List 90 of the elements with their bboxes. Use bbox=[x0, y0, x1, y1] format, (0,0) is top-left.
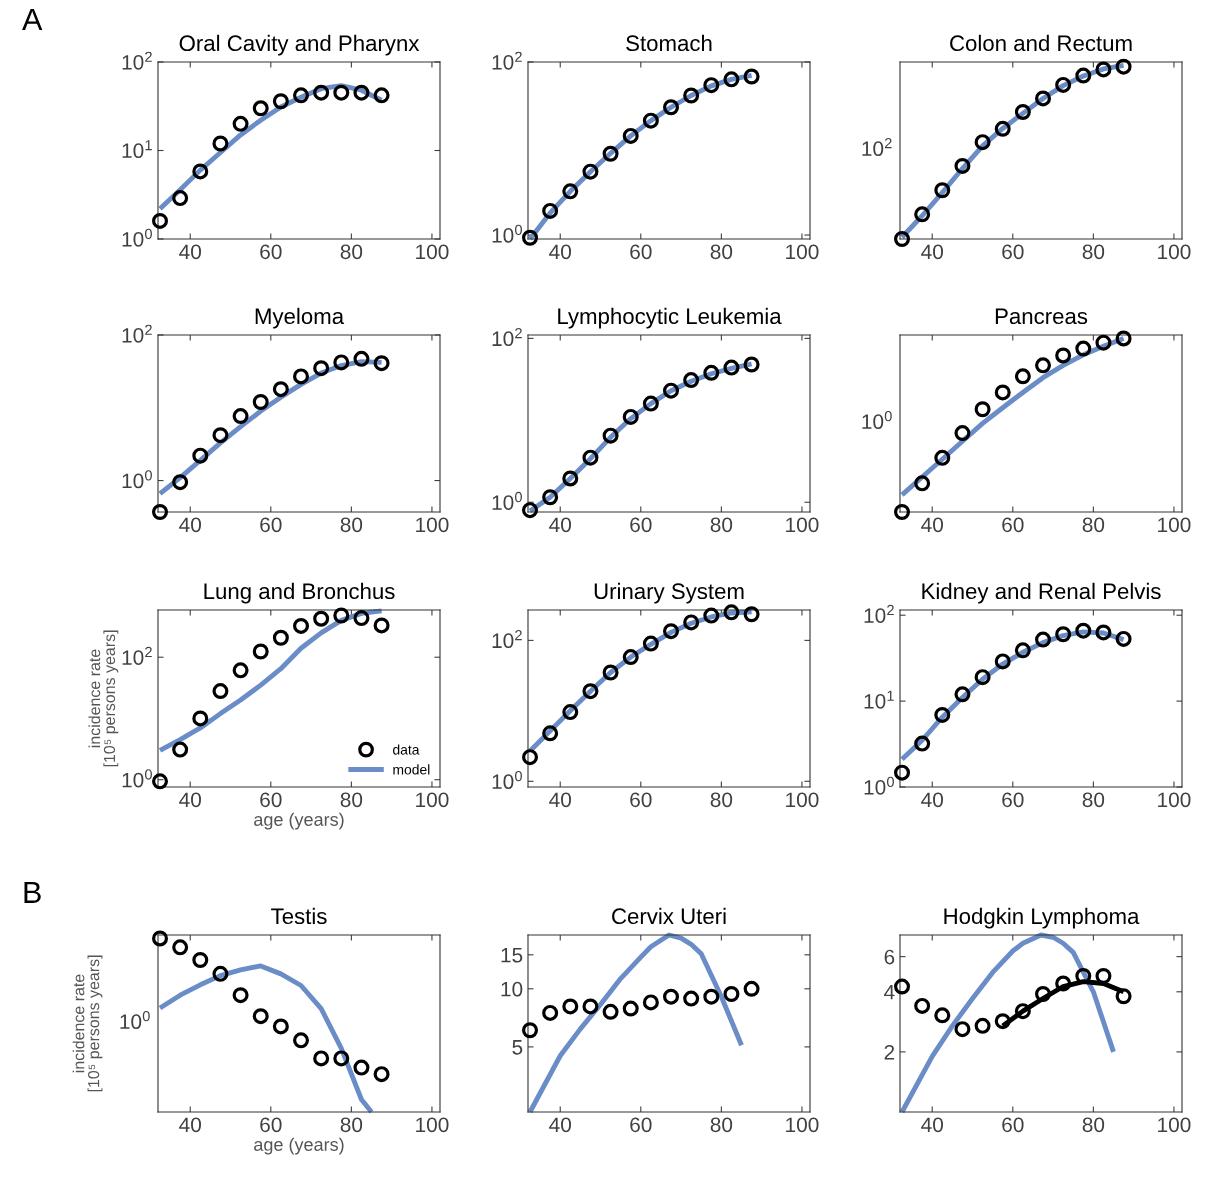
chart-title: Lymphocytic Leukemia bbox=[558, 307, 782, 329]
x-tick-label: 40 bbox=[179, 244, 201, 260]
x-tick-label: 40 bbox=[921, 517, 943, 533]
text: B bbox=[24, 881, 41, 903]
y-tick-label: 2 bbox=[884, 1044, 895, 1060]
chart-title: Stomach bbox=[626, 34, 712, 52]
legend-label: model bbox=[393, 764, 430, 775]
x-tick-label: 100 bbox=[416, 1117, 449, 1133]
y-tick-label: 10$^{2}$ bbox=[864, 604, 894, 623]
x-tick-label: 100 bbox=[1158, 517, 1191, 533]
x-tick-label: 100 bbox=[416, 244, 449, 260]
y-tick-label: 10 bbox=[501, 981, 523, 997]
x-axis-title: age (years) bbox=[254, 1137, 344, 1155]
x-tick-label: 60 bbox=[630, 244, 652, 260]
x-tick-label: 40 bbox=[549, 1117, 571, 1133]
x-tick-label: 80 bbox=[710, 244, 733, 260]
y-tick-label: 10$^{0}$ bbox=[492, 224, 522, 243]
y-tick-label: 10$^{1}$ bbox=[864, 690, 894, 709]
x-tick-label: 60 bbox=[1002, 517, 1024, 533]
x-tick-label: 100 bbox=[786, 244, 819, 260]
x-tick-label: 80 bbox=[340, 1117, 363, 1133]
y-tick-label: 10$^{0}$ bbox=[122, 470, 152, 489]
y-tick-label: 10$^{2}$ bbox=[122, 51, 152, 70]
y-tick-label: 10$^{1}$ bbox=[122, 140, 152, 159]
y-axis-title: incidence rate [10⁵ persons years] bbox=[72, 955, 103, 1092]
y-tick-label: 10$^{2}$ bbox=[492, 630, 522, 649]
y-tick-label: 5 bbox=[512, 1040, 523, 1055]
chart-title: Pancreas bbox=[995, 308, 1088, 325]
x-tick-label: 40 bbox=[549, 244, 571, 260]
x-tick-label: 80 bbox=[1082, 1117, 1105, 1133]
x-tick-label: 60 bbox=[630, 517, 652, 533]
y-tick-label: 10$^{0}$ bbox=[122, 769, 152, 788]
y-tick-label: 10$^{0}$ bbox=[492, 770, 522, 790]
x-tick-label: 80 bbox=[340, 792, 363, 808]
x-tick-label: 60 bbox=[1002, 244, 1024, 260]
y-tick-label: 10$^{2}$ bbox=[122, 646, 152, 665]
x-tick-label: 60 bbox=[260, 244, 282, 260]
y-tick-label: 4 bbox=[884, 985, 895, 1000]
chart-title: Kidney and Renal Pelvis bbox=[922, 582, 1161, 604]
x-tick-label: 80 bbox=[710, 1117, 733, 1133]
x-tick-label: 80 bbox=[1082, 244, 1105, 260]
x-tick-label: 40 bbox=[921, 244, 943, 260]
x-tick-label: 100 bbox=[1158, 792, 1191, 808]
x-tick-label: 80 bbox=[1082, 792, 1105, 808]
x-tick-label: 40 bbox=[549, 517, 571, 533]
x-tick-label: 60 bbox=[260, 517, 282, 533]
x-tick-label: 60 bbox=[1002, 1117, 1024, 1133]
y-tick-label: 10$^{0}$ bbox=[122, 228, 152, 247]
x-tick-label: 80 bbox=[1082, 517, 1105, 533]
chart-title: Oral Cavity and Pharynx bbox=[179, 34, 420, 56]
legend-label: data bbox=[393, 744, 420, 755]
y-axis-title: incidence rate [10⁵ persons years] bbox=[88, 630, 119, 767]
x-tick-label: 100 bbox=[786, 517, 819, 533]
chart-title: Urinary System bbox=[594, 582, 744, 604]
chart-title: Lung and Bronchus bbox=[204, 582, 395, 604]
x-tick-label: 100 bbox=[416, 792, 449, 808]
x-tick-label: 60 bbox=[630, 792, 652, 808]
x-tick-label: 100 bbox=[1158, 1117, 1191, 1133]
x-tick-label: 60 bbox=[260, 1117, 282, 1133]
y-tick-label: 10$^{2}$ bbox=[122, 324, 152, 343]
y-tick-label: 10$^{2}$ bbox=[492, 328, 522, 347]
y-tick-label: 15 bbox=[501, 948, 523, 963]
x-tick-label: 40 bbox=[549, 792, 571, 808]
x-tick-label: 40 bbox=[921, 792, 943, 808]
chart-title: Cervix Uteri bbox=[612, 907, 726, 925]
x-tick-label: 80 bbox=[710, 517, 733, 533]
x-tick-label: 80 bbox=[340, 517, 363, 533]
chart-title: Hodgkin Lymphoma bbox=[944, 907, 1140, 929]
y-tick-label: 10$^{0}$ bbox=[492, 491, 522, 510]
x-tick-label: 100 bbox=[786, 792, 819, 808]
y-tick-label: 10$^{0}$ bbox=[864, 776, 894, 795]
x-tick-label: 60 bbox=[630, 1117, 652, 1133]
x-tick-label: 100 bbox=[416, 517, 449, 533]
x-tick-label: 80 bbox=[710, 792, 733, 808]
y-tick-label: 6 bbox=[884, 949, 895, 965]
x-axis-title: age (years) bbox=[254, 812, 344, 830]
x-tick-label: 40 bbox=[179, 1117, 201, 1133]
chart-title: Testis bbox=[271, 907, 327, 925]
chart-title: Colon and Rectum bbox=[950, 34, 1132, 52]
text: A bbox=[22, 8, 43, 30]
x-tick-label: 60 bbox=[260, 792, 282, 808]
x-tick-label: 100 bbox=[1158, 244, 1191, 260]
x-tick-label: 100 bbox=[786, 1117, 819, 1133]
chart-title: Myeloma bbox=[255, 307, 345, 329]
x-tick-label: 40 bbox=[179, 792, 201, 808]
x-tick-label: 40 bbox=[921, 1117, 943, 1133]
x-tick-label: 60 bbox=[1002, 792, 1024, 808]
y-tick-label: 10$^{2}$ bbox=[492, 51, 522, 70]
x-tick-label: 40 bbox=[179, 517, 201, 533]
x-tick-label: 80 bbox=[340, 244, 363, 260]
